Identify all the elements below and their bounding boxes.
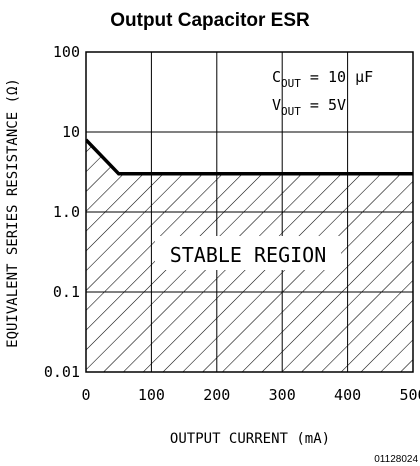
svg-text:VOUT = 5V: VOUT = 5V bbox=[272, 96, 346, 118]
y-tick-label: 100 bbox=[53, 43, 80, 61]
y-axis-label: EQUIVALENT SERIES RESISTANCE (Ω) bbox=[5, 78, 21, 348]
vout-value: = 5V bbox=[301, 96, 346, 114]
chart-title: Output Capacitor ESR bbox=[110, 10, 310, 31]
x-tick-labels: 0 100 200 300 400 500 bbox=[81, 386, 420, 404]
vout-symbol: V bbox=[272, 96, 281, 114]
svg-text:COUT = 10 μF: COUT = 10 μF bbox=[272, 68, 373, 90]
x-tick-label: 100 bbox=[138, 386, 165, 404]
plot-area bbox=[86, 52, 413, 372]
esr-limit-line bbox=[86, 138, 413, 176]
y-tick-labels: 0.01 0.1 1.0 10 100 bbox=[44, 43, 80, 381]
y-tick-label: 0.01 bbox=[44, 363, 80, 381]
annotation-box: COUT = 10 μF VOUT = 5V bbox=[272, 68, 373, 118]
plot-frame bbox=[85, 51, 414, 373]
grid bbox=[86, 52, 413, 372]
y-tick-label: 1.0 bbox=[53, 203, 80, 221]
x-tick-label: 300 bbox=[269, 386, 296, 404]
region-label-bg bbox=[155, 236, 341, 270]
cout-subscript: OUT bbox=[281, 77, 301, 90]
figure-code: 01128024 bbox=[374, 454, 418, 465]
y-tick-label: 0.1 bbox=[53, 283, 80, 301]
x-tick-label: 200 bbox=[203, 386, 230, 404]
cout-value: = 10 μF bbox=[301, 68, 373, 86]
y-tick-label: 10 bbox=[62, 123, 80, 141]
x-axis-label: OUTPUT CURRENT (mA) bbox=[170, 431, 330, 447]
x-tick-label: 400 bbox=[334, 386, 361, 404]
vout-subscript: OUT bbox=[281, 105, 301, 118]
cout-symbol: C bbox=[272, 68, 281, 86]
stable-region-label: STABLE REGION bbox=[170, 243, 327, 267]
x-tick-label: 0 bbox=[81, 386, 90, 404]
x-tick-label: 500 bbox=[399, 386, 420, 404]
